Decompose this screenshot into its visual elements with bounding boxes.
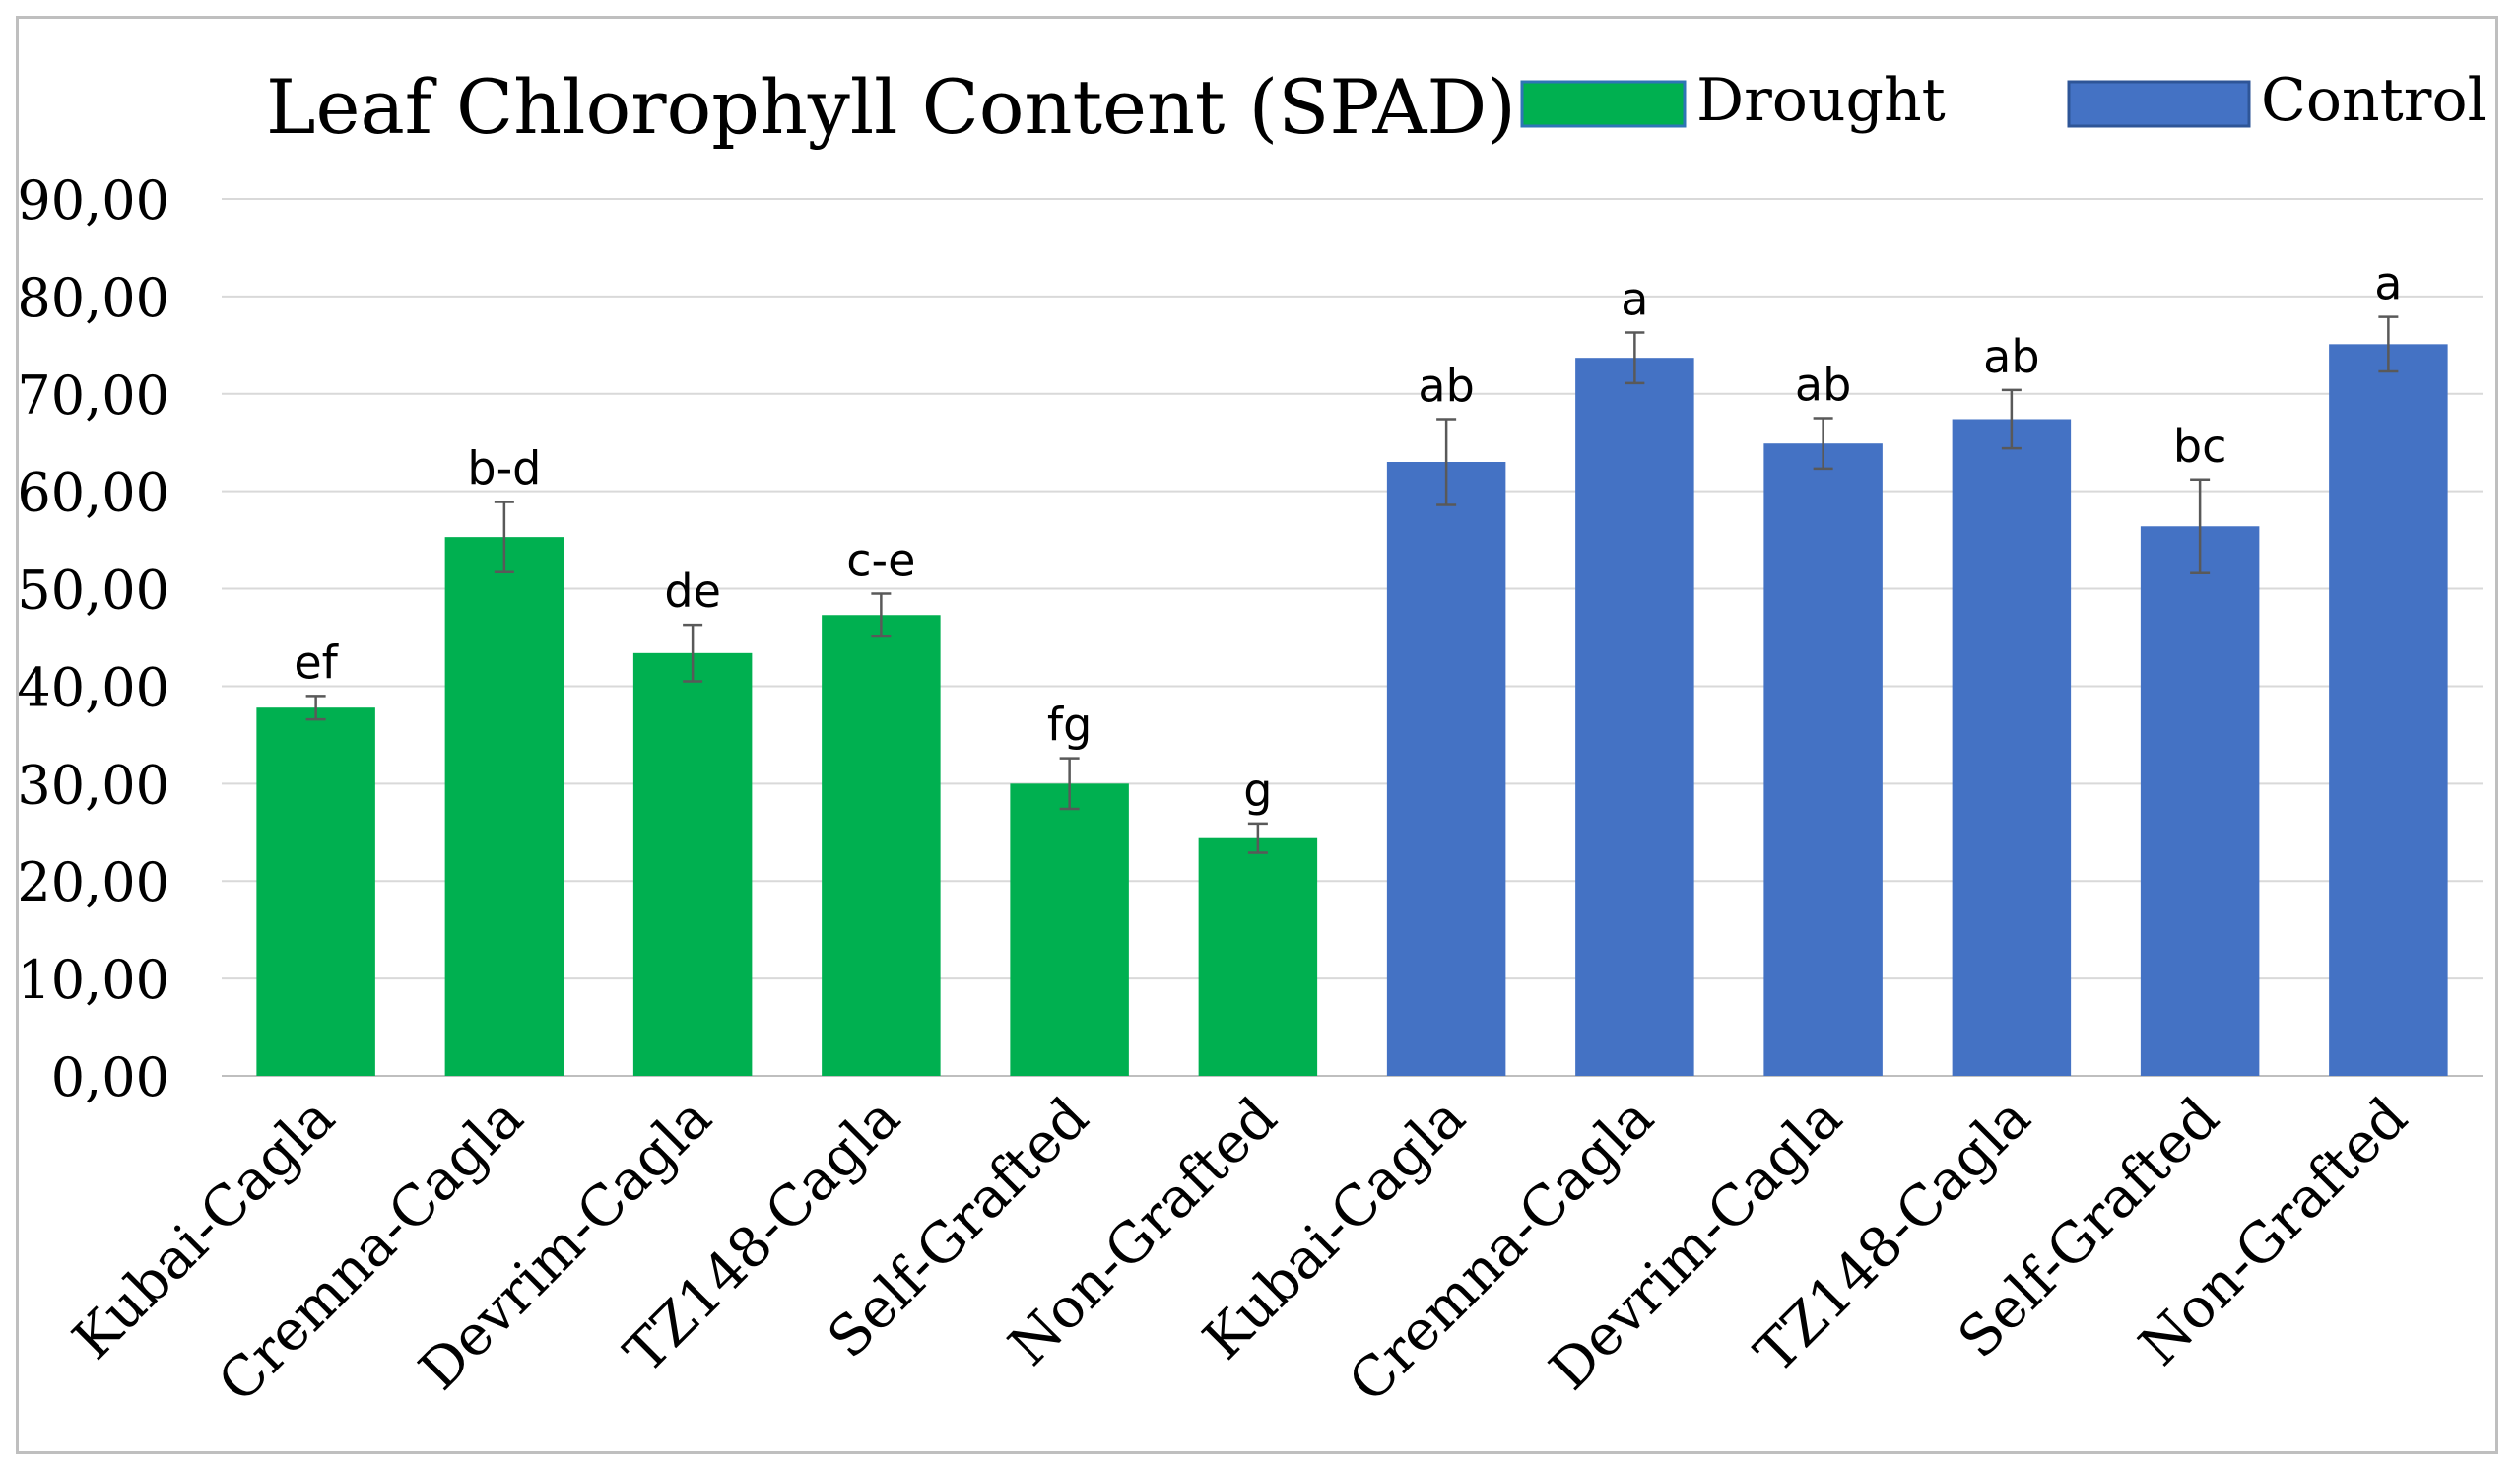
error-bar	[1059, 757, 1080, 811]
significance-letter: bc	[2173, 420, 2227, 473]
bar-control-2	[1575, 358, 1694, 1076]
significance-letter: fg	[1047, 699, 1092, 752]
bar-drought-2	[444, 537, 564, 1076]
significance-letter: a	[1621, 272, 1648, 325]
bar-drought-6	[1198, 837, 1318, 1076]
error-bar	[305, 695, 326, 721]
significance-letters: ef b-d de c-e fg g ab a ab ab bc a	[294, 257, 2402, 817]
y-tick-label: 40,00	[17, 656, 169, 718]
error-bar	[2190, 478, 2211, 574]
significance-letter: c-e	[846, 534, 915, 587]
y-tick-label: 90,00	[17, 169, 169, 232]
error-bars	[305, 315, 2399, 854]
y-tick-label: 70,00	[17, 365, 169, 427]
error-bar	[1247, 822, 1268, 854]
y-tick-label: 80,00	[17, 267, 169, 329]
bar-control-4	[1952, 419, 2072, 1076]
bar-control-6	[2329, 344, 2448, 1076]
significance-letter: ab	[1795, 359, 1851, 412]
bar-drought-1	[256, 707, 375, 1076]
bar-control-3	[1763, 443, 1883, 1076]
error-bar	[1436, 418, 1457, 506]
y-tick-label: 0,00	[51, 1046, 169, 1108]
bar-drought-5	[1010, 783, 1129, 1076]
bar-drought-4	[822, 615, 941, 1076]
error-bar	[1813, 417, 1833, 471]
y-tick-label: 20,00	[17, 851, 169, 913]
gridlines	[222, 198, 2483, 1077]
error-bar	[871, 592, 892, 638]
error-bar	[1625, 331, 1645, 385]
chart-frame	[16, 16, 2498, 1454]
significance-letter: g	[1243, 764, 1272, 817]
y-tick-label: 30,00	[17, 754, 169, 816]
significance-letter: ab	[1983, 330, 2039, 383]
legend: Drought Control	[1520, 66, 2487, 135]
legend-swatch-control	[2067, 80, 2251, 128]
chart-title: Leaf Chlorophyll Content (SPAD)	[266, 63, 1516, 151]
bar-control-5	[2140, 526, 2260, 1076]
significance-letter: a	[2374, 257, 2402, 310]
legend-swatch-drought	[1520, 80, 1687, 128]
bar-drought-3	[632, 652, 753, 1076]
y-tick-label: 50,00	[17, 560, 169, 622]
error-bar	[494, 501, 514, 573]
y-tick-label: 60,00	[17, 462, 169, 524]
x-axis-ticks: Kubai-CaglaCremna-CaglaDevrim-CaglaTZ148…	[61, 1086, 2420, 1415]
bar-control-1	[1386, 462, 1506, 1076]
legend-label-control: Control	[2261, 66, 2487, 135]
y-axis-ticks: 0,00 10,00 20,00 30,00 40,00 50,00 60,00 70,00 8…	[17, 169, 169, 1108]
bars	[256, 344, 2448, 1076]
error-bar	[683, 623, 703, 683]
significance-letter: ab	[1418, 359, 1474, 412]
significance-letter: ef	[294, 635, 339, 689]
significance-letter: de	[664, 565, 721, 618]
legend-label-drought: Drought	[1696, 66, 1946, 135]
error-bar	[2001, 388, 2022, 450]
error-bar	[2378, 315, 2399, 373]
y-tick-label: 10,00	[17, 949, 169, 1011]
significance-letter: b-d	[467, 442, 541, 496]
